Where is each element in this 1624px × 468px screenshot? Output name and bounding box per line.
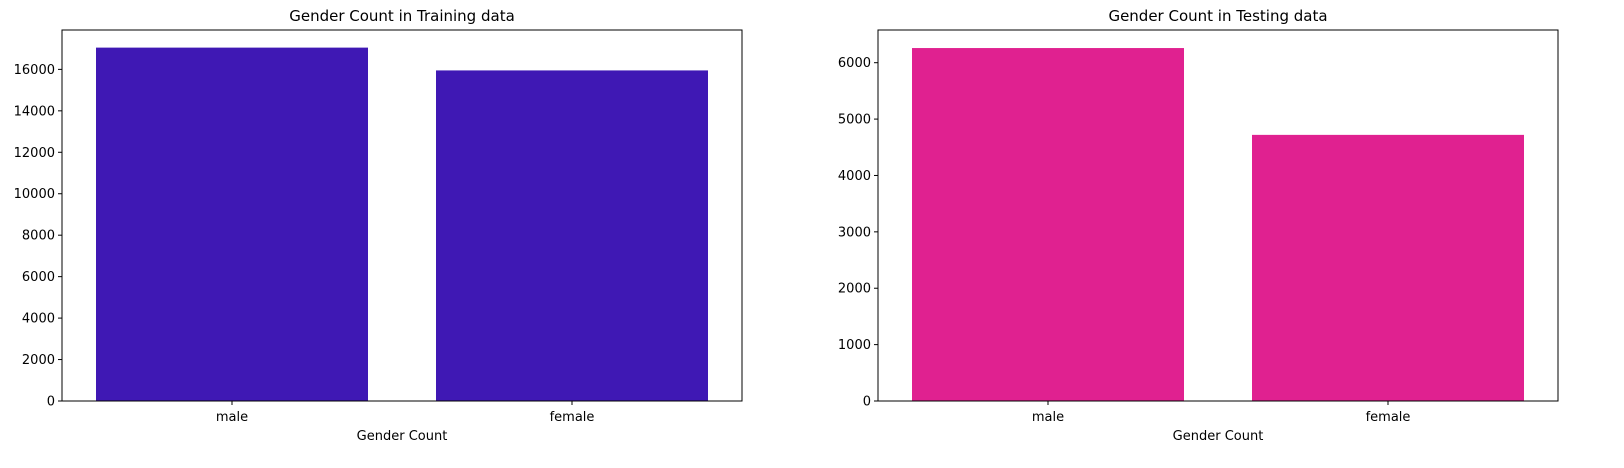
y-tick-label: 4000 [22, 312, 55, 327]
y-tick-label: 5000 [838, 113, 871, 128]
y-tick-label: 16000 [14, 63, 55, 78]
y-tick-label: 12000 [14, 146, 55, 161]
chart-testing: Gender Count in Testing data Gender Coun… [838, 7, 1559, 444]
plot-area-testing [877, 29, 1559, 402]
bar-female [436, 70, 708, 401]
y-tick-label: 6000 [22, 270, 55, 285]
y-tick-label: 14000 [14, 104, 55, 119]
y-tick-label: 2000 [838, 282, 871, 297]
x-tick-label: female [550, 410, 595, 425]
chart-training: Gender Count in Training data Gender Cou… [14, 7, 743, 444]
y-tick-label: 4000 [838, 169, 871, 184]
bars-testing [912, 48, 1524, 402]
y-tick-label: 1000 [838, 338, 871, 353]
y-tick-label: 2000 [22, 353, 55, 368]
y-tick-label: 0 [47, 395, 55, 410]
x-tick-label: male [216, 410, 248, 425]
x-tick-label: male [1032, 410, 1064, 425]
y-tick-label: 3000 [838, 225, 871, 240]
chart-title-testing: Gender Count in Testing data [1108, 7, 1327, 25]
bars-training [96, 47, 708, 402]
y-tick-label: 10000 [14, 187, 55, 202]
x-axis-label-training: Gender Count [357, 429, 448, 444]
chart-title-training: Gender Count in Training data [289, 7, 515, 25]
x-ticks-testing: male female [1032, 401, 1411, 425]
y-ticks-training: 0 2000 4000 6000 8000 10000 12000 14000 16000 [14, 63, 62, 410]
bar-male [912, 48, 1184, 402]
x-axis-label-testing: Gender Count [1173, 429, 1264, 444]
y-tick-label: 8000 [22, 229, 55, 244]
x-ticks-training: male female [216, 401, 595, 425]
y-ticks-testing: 0 1000 2000 3000 4000 5000 6000 [838, 56, 878, 410]
bar-male [96, 47, 368, 402]
y-tick-label: 0 [863, 395, 871, 410]
x-tick-label: female [1366, 410, 1411, 425]
plot-area-training [61, 29, 743, 402]
bar-female [1252, 134, 1524, 401]
y-tick-label: 6000 [838, 56, 871, 71]
